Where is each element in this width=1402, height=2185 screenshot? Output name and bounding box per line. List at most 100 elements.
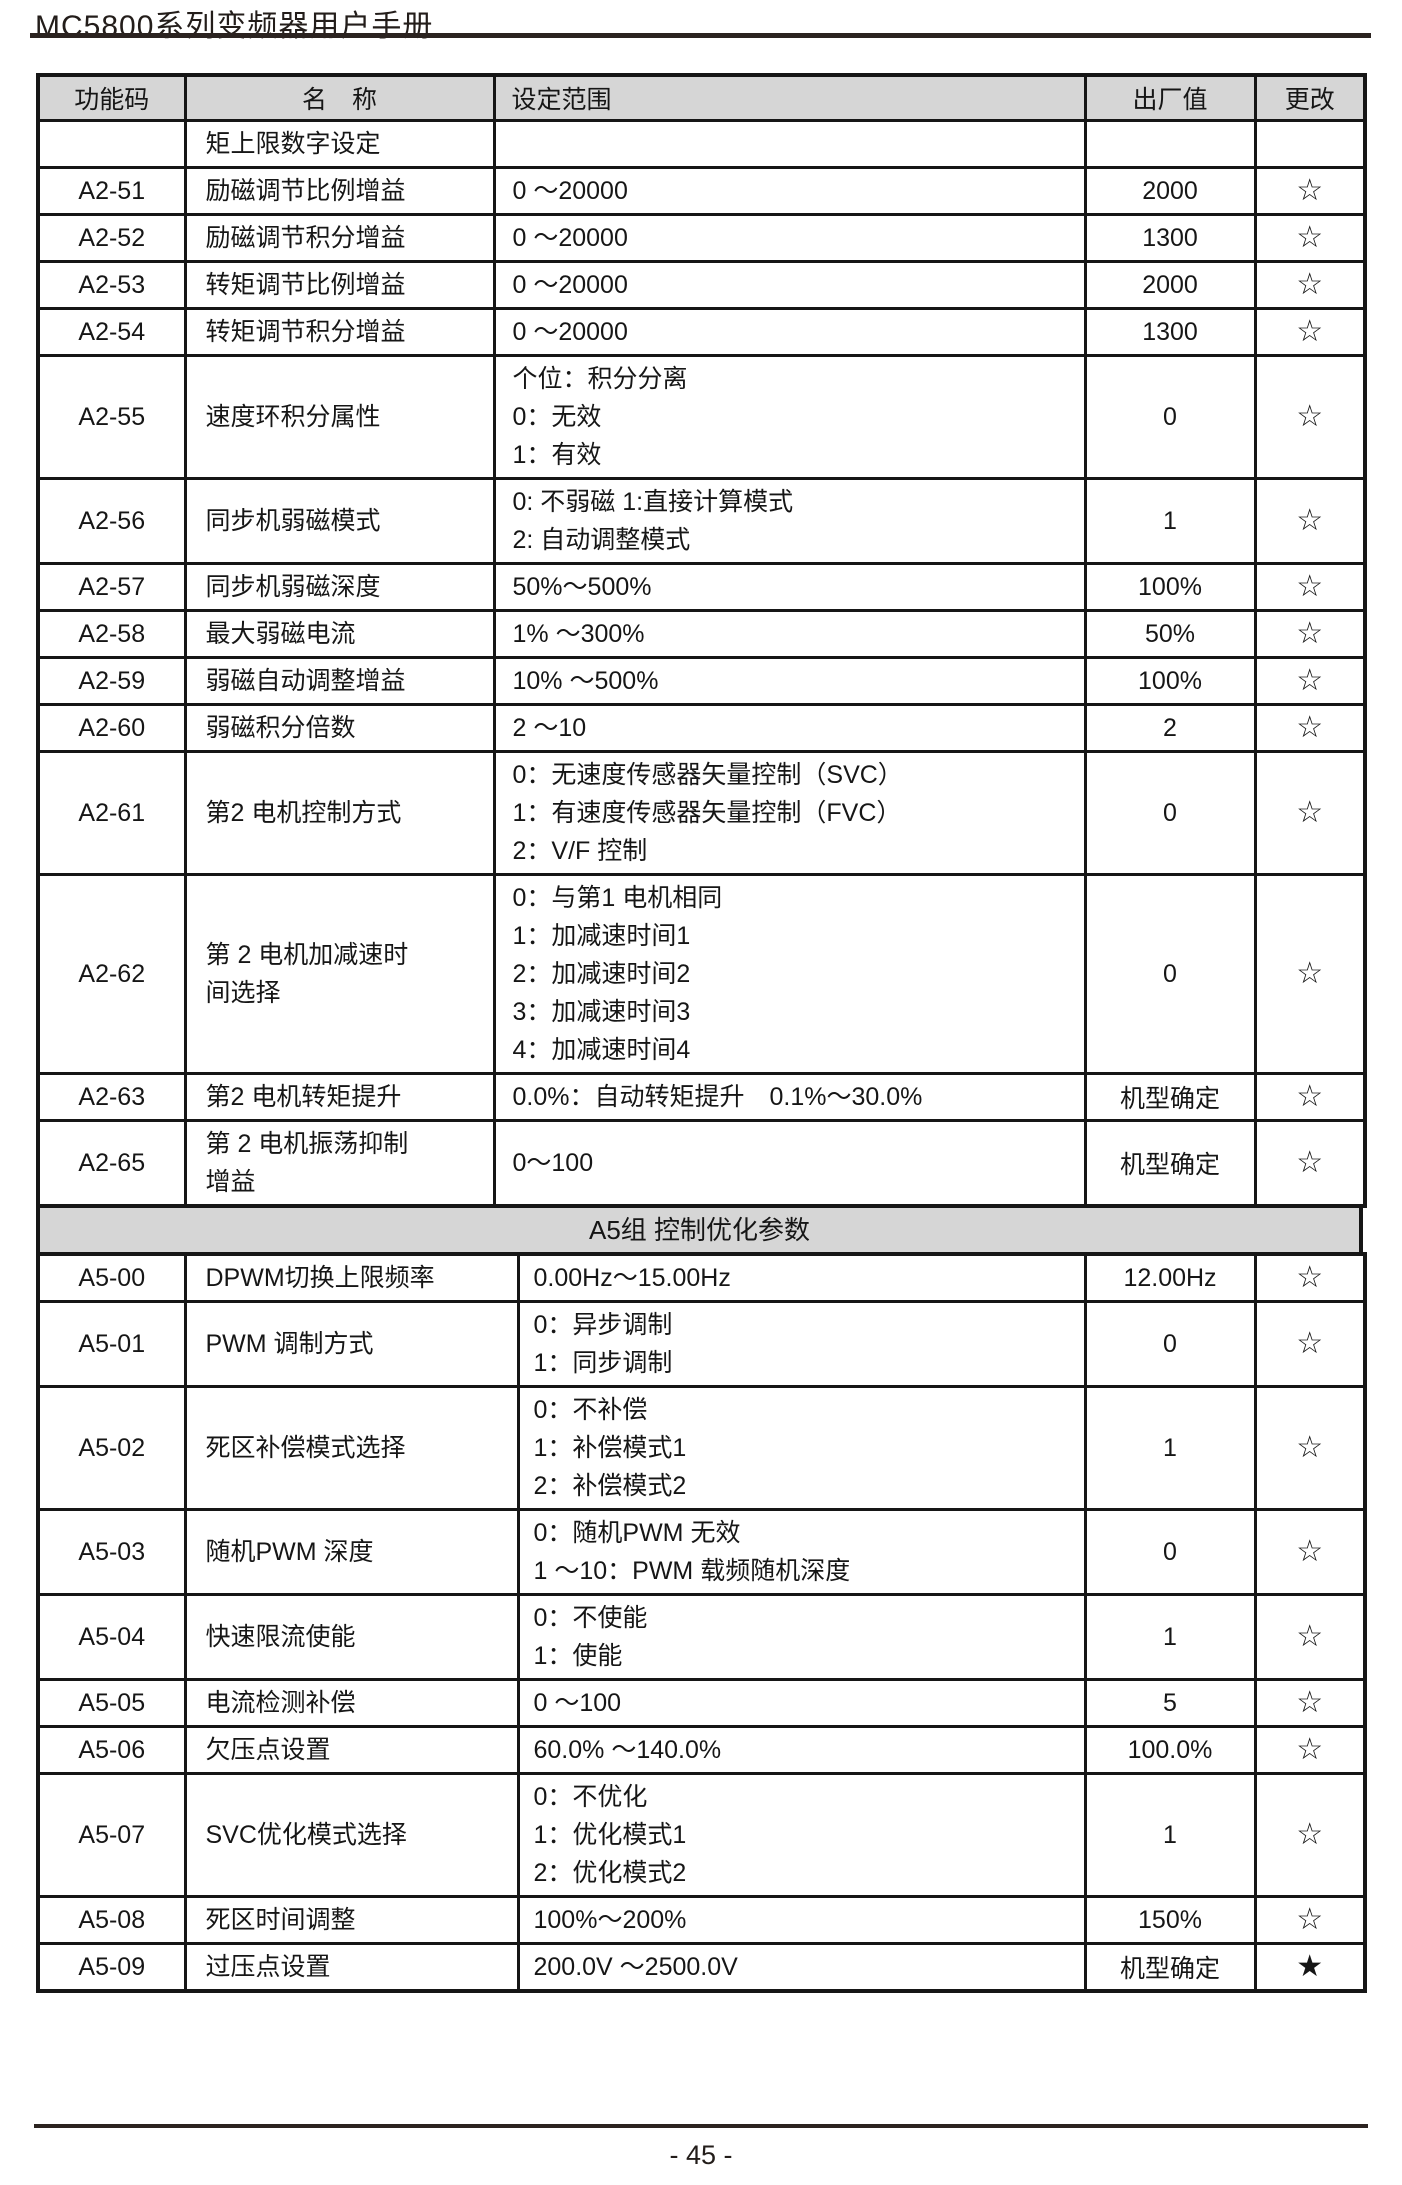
range-line: 2：加减速时间2 xyxy=(512,960,691,988)
range-cell xyxy=(492,119,1087,169)
name-cell: 最大弱磁电流 xyxy=(183,609,496,659)
function-code-cell: A5-02 xyxy=(36,1385,187,1511)
function-code-cell: A2-51 xyxy=(36,166,187,216)
name-cell: 电流检测补偿 xyxy=(183,1678,520,1728)
change-cell: ☆ xyxy=(1253,213,1367,263)
function-code-cell: A5-04 xyxy=(36,1593,187,1681)
range-line: 1 ～10：PWM 载频随机深度 xyxy=(533,1557,851,1585)
change-star-icon: ☆ xyxy=(1296,1818,1324,1851)
change-star-icon: ☆ xyxy=(1296,174,1324,207)
range-cell: 10% ～500% xyxy=(492,656,1087,706)
parameter-table-area: 功能码 名 称 设定范围 出厂值 更改 矩上限数字设定 A2-51 励磁调节比例增益… xyxy=(36,73,1367,1993)
table-row: A2-57 同步机弱磁深度 50%～500% 100% ☆ xyxy=(36,562,1367,612)
name-cell: 第2 电机转矩提升 xyxy=(183,1072,496,1122)
range-cell: 0：异步调制 1：同步调制 xyxy=(516,1300,1087,1388)
range-cell: 0：与第1 电机相同 1：加减速时间1 2：加减速时间2 3：加减速时间3 4：加减速时… xyxy=(492,873,1087,1075)
range-line: 0：不优化 xyxy=(533,1783,648,1811)
change-cell: ☆ xyxy=(1253,260,1367,310)
change-cell: ☆ xyxy=(1253,1072,1367,1122)
function-code-cell xyxy=(36,119,187,169)
factory-default-cell: 机型确定 xyxy=(1083,1119,1257,1208)
table-row: A2-52 励磁调节积分增益 0 ～20000 1300 ☆ xyxy=(36,213,1367,263)
name-cell: 励磁调节积分增益 xyxy=(183,213,496,263)
function-code-cell: A5-05 xyxy=(36,1678,187,1728)
name-line: 同步机弱磁模式 xyxy=(205,507,381,535)
range-line: 0：不补偿 xyxy=(533,1396,648,1424)
change-cell: ☆ xyxy=(1253,1119,1367,1208)
change-cell: ☆ xyxy=(1253,1300,1367,1388)
change-cell: ☆ xyxy=(1253,1772,1367,1898)
footer-rule xyxy=(34,2124,1368,2128)
table-row: A2-62 第 2 电机加减速时 间选择 0：与第1 电机相同 1：加减速时间1 2：加减… xyxy=(36,873,1367,1075)
name-cell: 死区补偿模式选择 xyxy=(183,1385,520,1511)
function-code-cell: A2-52 xyxy=(36,213,187,263)
range-cell: 0：不补偿 1：补偿模式1 2：补偿模式2 xyxy=(516,1385,1087,1511)
name-cell: 弱磁积分倍数 xyxy=(183,703,496,753)
range-line: 10% ～500% xyxy=(512,667,659,695)
range-line: 200.0V ～2500.0V xyxy=(533,1953,738,1981)
factory-default-cell: 0 xyxy=(1083,1508,1257,1596)
name-line: 速度环积分属性 xyxy=(205,403,381,431)
name-cell: PWM 调制方式 xyxy=(183,1300,520,1388)
factory-default-cell: 2000 xyxy=(1083,166,1257,216)
function-code-cell: A2-58 xyxy=(36,609,187,659)
name-line: 励磁调节积分增益 xyxy=(205,224,406,252)
change-star-icon: ☆ xyxy=(1296,570,1324,603)
table-row: A2-58 最大弱磁电流 1% ～300% 50% ☆ xyxy=(36,609,1367,659)
change-cell: ☆ xyxy=(1253,307,1367,357)
name-cell: 同步机弱磁深度 xyxy=(183,562,496,612)
name-cell: 同步机弱磁模式 xyxy=(183,477,496,565)
factory-default-cell: 100% xyxy=(1083,656,1257,706)
factory-default-cell: 机型确定 xyxy=(1083,1942,1257,1993)
change-cell: ☆ xyxy=(1253,750,1367,876)
factory-default-cell: 0 xyxy=(1083,354,1257,480)
name-line: SVC优化模式选择 xyxy=(205,1821,407,1849)
name-line: 增益 xyxy=(205,1168,256,1196)
range-line: 0.0%：自动转矩提升 0.1%～30.0% xyxy=(512,1083,923,1111)
change-star-icon: ☆ xyxy=(1296,1146,1324,1179)
factory-default-cell: 5 xyxy=(1083,1678,1257,1728)
range-line: 1% ～300% xyxy=(512,620,645,648)
range-line: 0 ～100 xyxy=(533,1689,622,1717)
name-cell: SVC优化模式选择 xyxy=(183,1772,520,1898)
name-cell: 第 2 电机振荡抑制 增益 xyxy=(183,1119,496,1208)
change-cell xyxy=(1253,119,1367,169)
change-star-icon: ☆ xyxy=(1296,1903,1324,1936)
factory-default-cell: 1300 xyxy=(1083,213,1257,263)
factory-default-cell: 0 xyxy=(1083,1300,1257,1388)
range-cell: 200.0V ～2500.0V xyxy=(516,1942,1087,1993)
factory-default-cell: 0 xyxy=(1083,750,1257,876)
range-line: 100%～200% xyxy=(533,1906,687,1934)
change-cell: ☆ xyxy=(1253,562,1367,612)
change-star-icon: ★ xyxy=(1296,1950,1324,1983)
table-row: A5-00 DPWM切换上限频率 0.00Hz～15.00Hz 12.00Hz ☆ xyxy=(36,1252,1367,1303)
change-star-icon: ☆ xyxy=(1296,957,1324,990)
change-star-icon: ☆ xyxy=(1296,664,1324,697)
change-star-icon: ☆ xyxy=(1296,796,1324,829)
name-line: 弱磁积分倍数 xyxy=(205,714,356,742)
change-star-icon: ☆ xyxy=(1296,1431,1324,1464)
range-cell: 0：不优化 1：优化模式1 2：优化模式2 xyxy=(516,1772,1087,1898)
range-cell: 0：随机PWM 无效 1 ～10：PWM 载频随机深度 xyxy=(516,1508,1087,1596)
function-code-cell: A2-53 xyxy=(36,260,187,310)
range-cell: 0: 不弱磁 1:直接计算模式 2: 自动调整模式 xyxy=(492,477,1087,565)
change-star-icon: ☆ xyxy=(1296,1620,1324,1653)
name-line: 最大弱磁电流 xyxy=(205,620,356,648)
function-code-cell: A2-61 xyxy=(36,750,187,876)
function-code-cell: A5-08 xyxy=(36,1895,187,1945)
name-line: 欠压点设置 xyxy=(205,1736,331,1764)
range-cell: 0 ～20000 xyxy=(492,260,1087,310)
function-code-cell: A5-07 xyxy=(36,1772,187,1898)
range-line: 60.0% ～140.0% xyxy=(533,1736,722,1764)
change-cell: ☆ xyxy=(1253,1678,1367,1728)
change-cell: ☆ xyxy=(1253,873,1367,1075)
change-star-icon: ☆ xyxy=(1296,315,1324,348)
table-row: A2-61 第2 电机控制方式 0：无速度传感器矢量控制（SVC） 1：有速度传感器矢… xyxy=(36,750,1367,876)
name-cell: 随机PWM 深度 xyxy=(183,1508,520,1596)
name-cell: 死区时间调整 xyxy=(183,1895,520,1945)
factory-default-cell: 机型确定 xyxy=(1083,1072,1257,1122)
name-line: 死区时间调整 xyxy=(205,1906,356,1934)
range-line: 2 ～10 xyxy=(512,714,587,742)
range-cell: 1% ～300% xyxy=(492,609,1087,659)
column-header-setting-range: 设定范围 xyxy=(492,73,1087,122)
